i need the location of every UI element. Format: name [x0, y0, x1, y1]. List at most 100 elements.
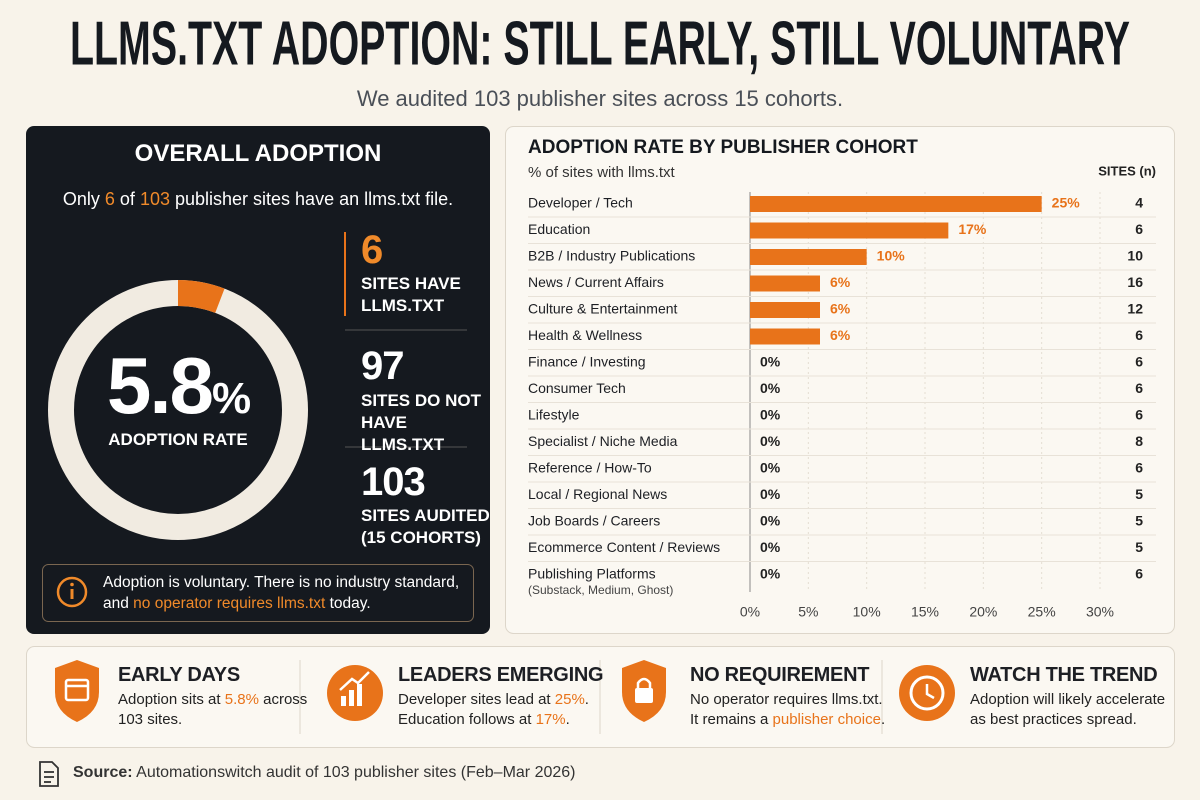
rate-label: ADOPTION RATE [108, 430, 248, 449]
card-body: Adoption will likely accelerate as best … [970, 690, 1170, 730]
category-label: Local / Regional News [528, 486, 667, 502]
value-label: 0% [760, 513, 781, 529]
category-label: Ecommerce Content / Reviews [528, 539, 720, 555]
sites-value: 6 [1135, 380, 1143, 396]
text-part: . [565, 711, 570, 728]
text-part: 103 [139, 189, 170, 209]
text-part: Adoption sits at [118, 691, 225, 708]
overall-panel [26, 126, 490, 634]
category-label: Finance / Investing [528, 354, 646, 370]
text-part: 6 [104, 189, 115, 209]
icon-growth [327, 665, 383, 721]
title: LLMS.TXT ADOPTION: STILL EARLY, STILL VO… [70, 9, 1130, 78]
category-label: Job Boards / Careers [528, 513, 660, 529]
text-part: of [114, 189, 140, 209]
card-title: NO REQUIREMENT [690, 664, 870, 686]
value-label: 0% [760, 433, 781, 449]
card-title: LEADERS EMERGING [398, 664, 604, 686]
text-part: across 103 sites. [118, 691, 308, 728]
sites-value: 12 [1127, 301, 1143, 317]
category-label: Health & Wellness [528, 327, 642, 343]
bar [750, 222, 949, 239]
category-label: B2B / Industry Publications [528, 248, 695, 264]
value-label: 25% [1052, 195, 1081, 211]
bar [750, 249, 867, 265]
info-icon [70, 582, 74, 587]
sites-value: 6 [1135, 221, 1143, 237]
sites-value: 5 [1135, 539, 1143, 555]
rate-unit: % [212, 374, 251, 423]
value-label: 0% [760, 380, 781, 396]
value-label: 17% [958, 221, 987, 237]
card-title: EARLY DAYS [118, 664, 240, 686]
text-part: . Education follows at [398, 691, 589, 728]
source-label: Source: [73, 764, 133, 781]
category-note: (Substack, Medium, Ghost) [528, 583, 673, 597]
text-part: 5.8% [224, 691, 259, 708]
doc-icon [39, 761, 59, 787]
bar [750, 302, 820, 318]
sites-value: 6 [1135, 354, 1143, 370]
text-part: 25% [554, 691, 585, 708]
value-label: 10% [877, 248, 906, 264]
stat-note: (15 COHORTS) [361, 528, 481, 547]
text-part: today. [325, 595, 371, 612]
note: Adoption is voluntary. There is no indus… [103, 572, 465, 614]
stat-value: 97 [361, 344, 404, 388]
text-part: 17% [535, 711, 566, 728]
sites-value: 4 [1135, 195, 1143, 211]
panel-title: OVERALL ADOPTION [134, 140, 382, 167]
value-label: 0% [760, 407, 781, 423]
value-label: 6% [830, 327, 851, 343]
rate: 5.8% [48, 340, 308, 432]
value-label: 6% [830, 301, 851, 317]
category-label: Publishing Platforms [528, 566, 656, 582]
text-part: no operator requires llms.txt [133, 595, 326, 612]
category-label: News / Current Affairs [528, 274, 664, 290]
text-part: . [880, 711, 886, 728]
chart-panel [505, 126, 1175, 634]
stat-label: SITES DO NOT HAVE LLMS.TXT [361, 391, 481, 454]
card-body: Adoption sits at 5.8% across 103 sites. [118, 690, 318, 730]
category-label: Consumer Tech [528, 380, 626, 396]
bar [750, 196, 1042, 212]
x-tick-label: 0% [740, 604, 760, 620]
info-icon [56, 576, 88, 608]
bar [750, 275, 820, 292]
category-label: Developer / Tech [528, 195, 633, 211]
stat-label: SITES AUDITED [361, 506, 490, 525]
x-tick-label: 20% [969, 604, 997, 620]
icon-lock [622, 660, 666, 722]
text-part: Only [62, 189, 105, 209]
category-label: Reference / How-To [528, 460, 652, 476]
text-part: Adoption will likely accelerate as best … [970, 691, 1166, 728]
x-tick-label: 25% [1028, 604, 1056, 620]
icon-calendar [55, 660, 99, 722]
stat-label: SITES HAVE LLMS.TXT [361, 274, 461, 315]
sites-value: 6 [1135, 460, 1143, 476]
sites-value: 5 [1135, 513, 1143, 529]
card-title: WATCH THE TREND [970, 664, 1158, 686]
category-label: Lifestyle [528, 407, 580, 423]
rate-value: 5.8 [106, 341, 214, 430]
sites-header: SITES (n) [1098, 163, 1156, 178]
text-part: publisher sites have an llms.txt file. [169, 189, 454, 209]
sites-value: 5 [1135, 486, 1143, 502]
value-label: 0% [760, 486, 781, 502]
text-part: Developer sites lead at [398, 691, 555, 708]
x-tick-label: 30% [1086, 604, 1114, 620]
text-part: Adoption is voluntary. There is no indus… [103, 574, 460, 612]
card-body: No operator requires llms.txt. It remain… [690, 690, 890, 730]
value-label: 0% [760, 566, 781, 582]
category-label: Culture & Entertainment [528, 301, 678, 317]
card-dividers [299, 660, 883, 734]
sites-value: 6 [1135, 566, 1143, 582]
sites-value: 10 [1127, 248, 1143, 264]
x-tick-label: 15% [911, 604, 939, 620]
category-label: Specialist / Niche Media [528, 433, 678, 449]
note-box [42, 564, 474, 622]
value-label: 0% [760, 460, 781, 476]
bar [750, 328, 820, 345]
